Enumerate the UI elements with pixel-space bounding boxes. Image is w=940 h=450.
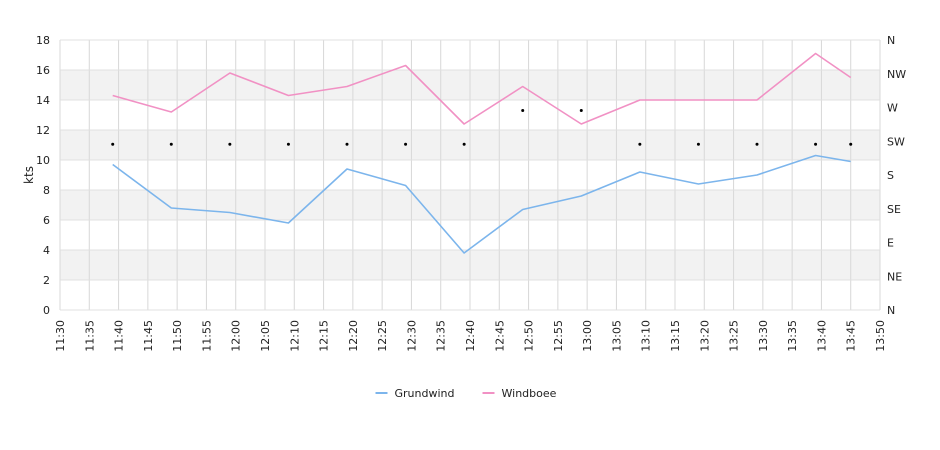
series-line-windboee xyxy=(112,52,852,125)
x-tick-label: 12:55 xyxy=(552,320,565,352)
x-tick-label: 13:40 xyxy=(815,320,828,352)
x-tick-label: 13:30 xyxy=(757,320,770,352)
legend-label: Windboee xyxy=(502,387,557,400)
x-tick-label: 12:30 xyxy=(405,320,418,352)
x-tick-label: 11:30 xyxy=(54,320,67,352)
x-tick-label: 11:50 xyxy=(171,320,184,352)
x-tick-label: 13:45 xyxy=(845,320,858,352)
y-tick-label: 8 xyxy=(43,184,50,197)
x-tick-label: 13:15 xyxy=(669,320,682,352)
x-tick-label: 12:20 xyxy=(347,320,360,352)
direction-point xyxy=(696,142,700,146)
horizontal-gridlines xyxy=(60,39,880,311)
y-tick-label: 6 xyxy=(43,214,50,227)
direction-tick-label: SE xyxy=(887,203,901,216)
x-tick-label: 11:40 xyxy=(113,320,126,352)
y-tick-label: 0 xyxy=(43,304,50,317)
direction-tick-label: N xyxy=(887,34,895,47)
y-tick-label: 4 xyxy=(43,244,50,257)
x-tick-label: 12:50 xyxy=(523,320,536,352)
x-tick-label: 13:05 xyxy=(610,320,623,352)
x-tick-label: 12:15 xyxy=(318,320,331,352)
legend: Grundwind Windboee xyxy=(375,387,557,400)
direction-axis-labels: N NE E SE S SW W NW N xyxy=(887,34,906,317)
y-tick-label: 10 xyxy=(36,154,50,167)
x-tick-label: 12:00 xyxy=(230,320,243,352)
x-tick-label: 13:25 xyxy=(728,320,741,352)
direction-point xyxy=(345,142,349,146)
x-tick-label: 13:35 xyxy=(786,320,799,352)
x-axis-labels: 11:30 11:35 11:40 11:45 11:50 11:55 12:00 12:05… xyxy=(54,320,887,352)
direction-point xyxy=(849,142,853,146)
direction-tick-label: W xyxy=(887,102,898,115)
direction-point xyxy=(521,109,525,112)
direction-tick-label: SW xyxy=(887,135,905,148)
legend-item-grundwind[interactable]: Grundwind xyxy=(375,387,455,400)
direction-tick-label: NE xyxy=(887,270,902,283)
x-tick-label: 12:45 xyxy=(493,320,506,352)
legend-item-windboee[interactable]: Windboee xyxy=(482,387,557,400)
direction-tick-label: NW xyxy=(887,68,906,81)
x-tick-label: 11:35 xyxy=(83,320,96,352)
x-tick-label: 12:05 xyxy=(259,320,272,352)
x-tick-label: 12:25 xyxy=(376,320,389,352)
direction-tick-label: E xyxy=(887,237,894,250)
x-tick-label: 13:10 xyxy=(640,320,653,352)
direction-point xyxy=(462,142,466,146)
direction-point xyxy=(228,142,232,146)
legend-label: Grundwind xyxy=(395,387,455,400)
direction-tick-label: N xyxy=(887,304,895,317)
direction-tick-label: S xyxy=(887,169,894,182)
y-tick-label: 2 xyxy=(43,274,50,287)
direction-point xyxy=(755,142,759,146)
y-axis-labels: 0 2 4 6 8 10 12 14 16 18 xyxy=(36,34,50,317)
series-lines xyxy=(112,52,852,254)
y-axis-title: kts xyxy=(22,166,36,184)
x-tick-label: 13:20 xyxy=(698,320,711,352)
direction-point xyxy=(169,142,173,146)
direction-point xyxy=(111,142,115,146)
y-tick-label: 16 xyxy=(36,64,50,77)
direction-points xyxy=(111,109,853,146)
series-line-grundwind xyxy=(112,154,851,254)
x-tick-label: 12:40 xyxy=(464,320,477,352)
direction-point xyxy=(579,109,583,112)
direction-point xyxy=(814,142,818,146)
vertical-gridlines xyxy=(59,40,881,310)
x-tick-label: 12:35 xyxy=(435,320,448,352)
x-tick-label: 11:55 xyxy=(200,320,213,352)
y-tick-label: 14 xyxy=(36,94,50,107)
x-tick-label: 13:00 xyxy=(581,320,594,352)
y-tick-label: 18 xyxy=(36,34,50,47)
y-tick-label: 12 xyxy=(36,124,50,137)
x-tick-label: 11:45 xyxy=(142,320,155,352)
x-tick-label: 12:10 xyxy=(288,320,301,352)
direction-point xyxy=(286,142,290,146)
direction-point xyxy=(638,142,642,146)
x-tick-label: 13:50 xyxy=(874,320,887,352)
direction-point xyxy=(404,142,408,146)
